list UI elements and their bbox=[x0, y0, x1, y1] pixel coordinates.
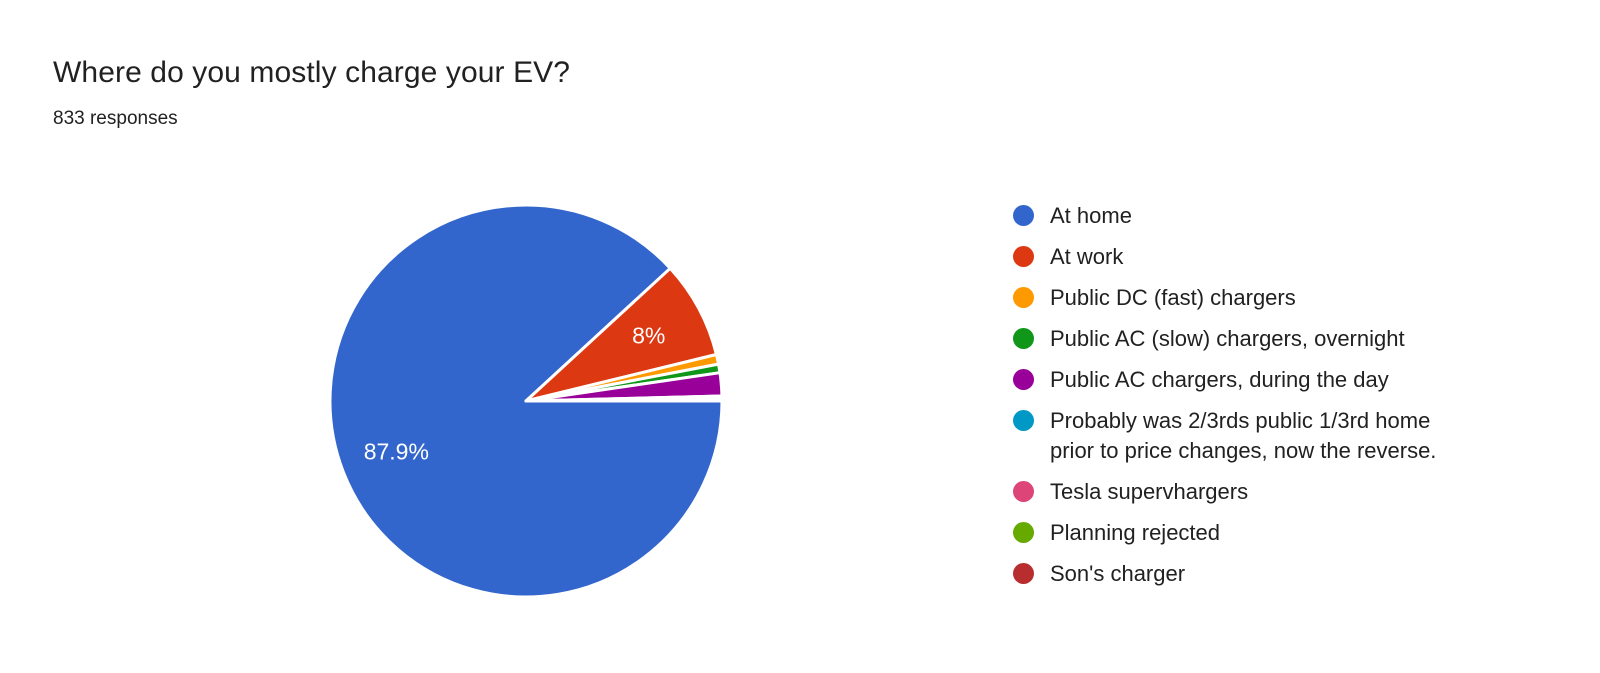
legend-label: Son's charger bbox=[1050, 561, 1186, 586]
legend-item-7: Planning rejected bbox=[1013, 518, 1513, 548]
legend-label: At home bbox=[1050, 203, 1132, 228]
responses-count: 833 responses bbox=[53, 108, 178, 129]
legend-item-0: At home bbox=[1013, 201, 1513, 231]
legend-item-2: Public DC (fast) chargers bbox=[1013, 283, 1513, 313]
legend-label: Public AC (slow) chargers, overnight bbox=[1050, 326, 1405, 351]
pie-slice-percentage-label-1: 8% bbox=[632, 322, 665, 348]
legend-item-8: Son's charger bbox=[1013, 559, 1513, 589]
pie-slice-1[interactable] bbox=[524, 266, 718, 403]
legend-color-dot-icon bbox=[1013, 246, 1034, 267]
chart-legend: At home At work Public DC (fast) chargers P… bbox=[1013, 201, 1513, 600]
legend-color-dot-icon bbox=[1013, 369, 1034, 390]
pie-chart-svg: 87.9% 8% bbox=[328, 203, 724, 599]
legend-item-6: Tesla supervhargers bbox=[1013, 477, 1513, 507]
legend-color-dot-icon bbox=[1013, 522, 1034, 543]
legend-label: Tesla supervhargers bbox=[1050, 479, 1249, 504]
legend-label: At work bbox=[1050, 244, 1124, 269]
legend-color-dot-icon bbox=[1013, 287, 1034, 308]
legend-item-3: Public AC (slow) chargers, overnight bbox=[1013, 324, 1513, 354]
legend-color-dot-icon bbox=[1013, 410, 1034, 431]
legend-color-dot-icon bbox=[1013, 328, 1034, 349]
legend-color-dot-icon bbox=[1013, 481, 1034, 502]
question-title: Where do you mostly charge your EV? bbox=[53, 56, 571, 89]
legend-item-1: At work bbox=[1013, 242, 1513, 272]
legend-label: Public DC (fast) chargers bbox=[1050, 285, 1296, 310]
legend-color-dot-icon bbox=[1013, 563, 1034, 584]
legend-color-dot-icon bbox=[1013, 205, 1034, 226]
legend-label: Planning rejected bbox=[1050, 520, 1221, 545]
legend-label: Public AC chargers, during the day bbox=[1050, 367, 1389, 392]
pie-chart: 87.9% 8% bbox=[306, 181, 746, 621]
legend-label: Probably was 2/3rds public 1/3rd home pr… bbox=[1050, 408, 1437, 463]
legend-item-5: Probably was 2/3rds public 1/3rd home pr… bbox=[1013, 406, 1513, 466]
legend-item-4: Public AC chargers, during the day bbox=[1013, 365, 1513, 395]
pie-slice-8[interactable] bbox=[524, 398, 724, 403]
pie-slice-percentage-label-0: 87.9% bbox=[364, 439, 429, 465]
